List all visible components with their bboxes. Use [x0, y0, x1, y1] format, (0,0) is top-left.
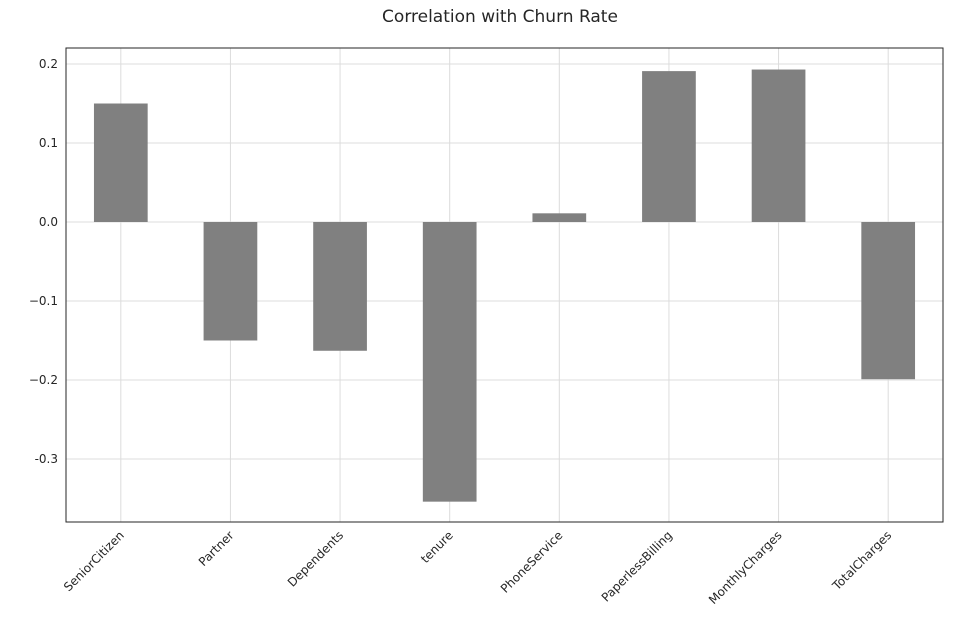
- x-tick-label: PaperlessBilling: [599, 528, 675, 604]
- x-tick-label: SeniorCitizen: [61, 528, 127, 594]
- x-axis-ticks: SeniorCitizen Partner Dependents tenure Phon…: [61, 528, 894, 607]
- x-tick-label: tenure: [418, 528, 456, 566]
- x-tick-label: Dependents: [285, 528, 346, 589]
- bar-dependents: [313, 222, 367, 351]
- bar-partner: [203, 222, 258, 341]
- bar-tenure: [422, 222, 477, 502]
- bar-seniorcitizen: [93, 103, 148, 222]
- bar-monthlycharges: [751, 69, 806, 222]
- bar-paperlessbilling: [642, 71, 696, 222]
- y-axis-ticks: 0.2 0.1 0.0 −0.1 −0.2 -0.3: [29, 57, 58, 466]
- grid-lines: [66, 48, 943, 522]
- y-tick-label: −0.2: [29, 373, 58, 387]
- bar-phoneservice: [532, 213, 587, 222]
- y-tick-label: 0.0: [39, 215, 58, 229]
- chart-title: Correlation with Churn Rate: [382, 7, 618, 27]
- bars: [93, 69, 916, 502]
- x-tick-label: Partner: [196, 528, 237, 569]
- bar-totalcharges: [861, 222, 916, 380]
- y-tick-label: −0.1: [29, 294, 58, 308]
- y-tick-label: 0.1: [39, 136, 58, 150]
- x-tick-label: PhoneService: [498, 528, 566, 596]
- plot-frame: [65, 47, 944, 523]
- x-tick-label: MonthlyCharges: [706, 528, 785, 607]
- x-tick-label: TotalCharges: [829, 528, 894, 593]
- y-tick-label: 0.2: [39, 57, 58, 71]
- y-tick-label: -0.3: [35, 452, 58, 466]
